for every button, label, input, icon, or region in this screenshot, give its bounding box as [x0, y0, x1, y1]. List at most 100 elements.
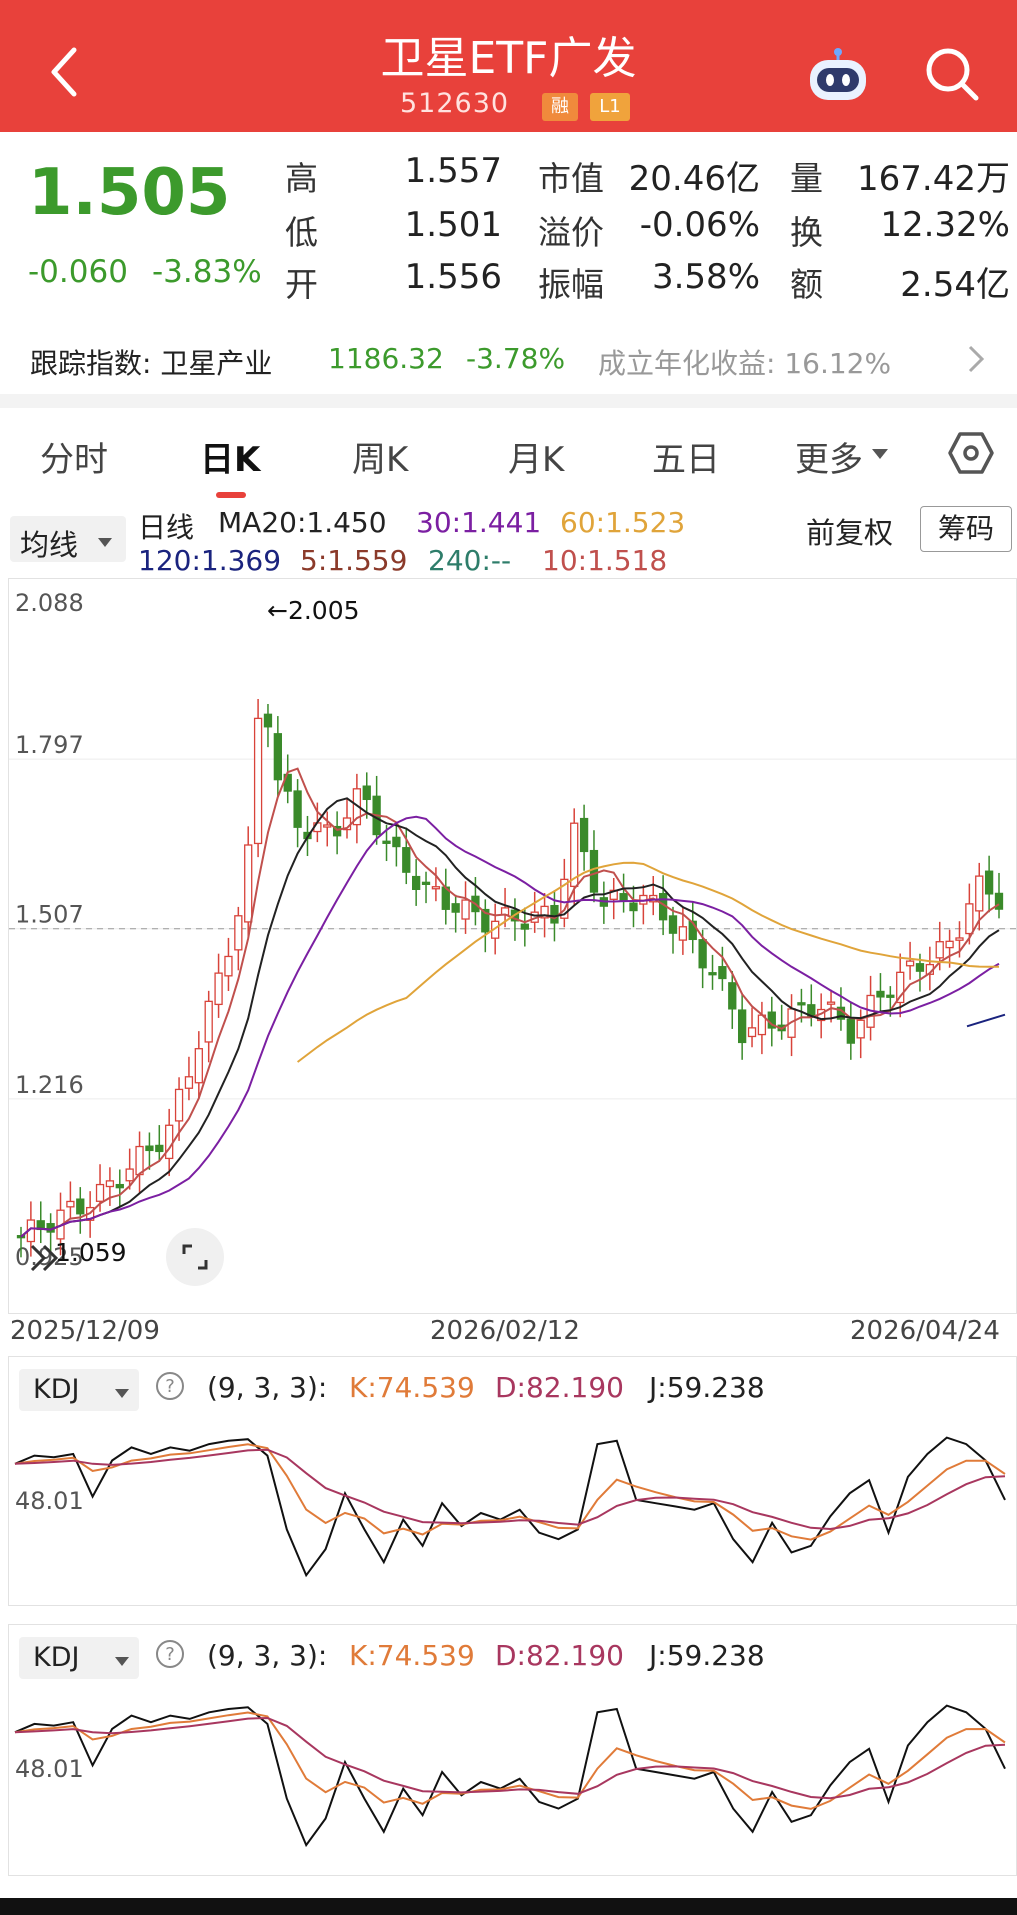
- settings-icon[interactable]: [948, 430, 994, 480]
- candle-body: [668, 915, 678, 934]
- kdj-k-value: K:74.539: [349, 1639, 475, 1672]
- help-icon[interactable]: ?: [155, 1371, 185, 1405]
- annualized-return: 成立年化收益: 16.12%: [598, 347, 892, 380]
- caret-down-icon: [115, 1384, 129, 1403]
- kdj-level-label: 48.01: [15, 1487, 84, 1515]
- candle-body: [955, 937, 964, 941]
- search-icon[interactable]: [922, 44, 982, 104]
- candle-body: [184, 1076, 194, 1089]
- candle-body: [323, 824, 332, 828]
- kdj-k-value: K:74.539: [349, 1371, 475, 1404]
- candle-body: [253, 717, 263, 845]
- candle-body: [382, 840, 391, 844]
- turnover-label: 换: [790, 213, 823, 252]
- candle-body: [461, 899, 470, 920]
- candle-body: [76, 1198, 85, 1215]
- candle-body: [560, 878, 569, 919]
- candle-body: [747, 1027, 757, 1038]
- bottom-bar: [0, 1898, 1017, 1915]
- back-icon[interactable]: [44, 44, 88, 100]
- candle-body: [728, 982, 737, 1010]
- candle-body: [975, 875, 984, 912]
- kdj-selector[interactable]: KDJ: [19, 1369, 139, 1411]
- y-axis-label: 1.216: [15, 1071, 84, 1099]
- fullscreen-icon[interactable]: [166, 1228, 224, 1286]
- candle-body: [520, 923, 529, 930]
- candle-body: [965, 903, 974, 935]
- ma20-value: MA20:1.450: [218, 506, 387, 539]
- low-label: 低: [285, 213, 318, 252]
- ma60-value: 60:1.523: [560, 506, 686, 539]
- kdj-k-line: [14, 1711, 1006, 1810]
- kdj-selector[interactable]: KDJ: [19, 1637, 139, 1679]
- candle-body: [876, 990, 885, 998]
- adjust-mode[interactable]: 前复权: [806, 516, 894, 550]
- kdj-panel-2[interactable]: KDJ ? (9, 3, 3): K:74.539 D:82.190 J:59.…: [8, 1624, 1017, 1876]
- ma240-value: 240:--: [428, 544, 512, 577]
- page-title: 卫星ETF广发: [380, 33, 637, 84]
- tracking-index-label: 跟踪指数: 卫星产业: [30, 347, 273, 380]
- candle-body: [263, 713, 273, 728]
- kdj-d-line: [14, 1716, 1006, 1800]
- candle-body: [688, 920, 697, 941]
- low-value: 1.501: [404, 205, 502, 245]
- candle-body: [125, 1168, 134, 1182]
- tab-more[interactable]: 更多: [795, 440, 863, 480]
- candle-body: [451, 903, 460, 913]
- ma-selector[interactable]: 均线: [10, 516, 126, 562]
- tab-weekly-k[interactable]: 周K: [352, 440, 409, 480]
- candle-body: [402, 847, 411, 873]
- candle-body: [155, 1144, 164, 1153]
- candle-body: [224, 955, 233, 977]
- kdj-d-line: [14, 1448, 1006, 1531]
- tab-monthly-k[interactable]: 月K: [508, 440, 565, 480]
- candle-body: [846, 1018, 855, 1044]
- turnover-value: 12.32%: [880, 205, 1010, 245]
- premium-label: 溢价: [538, 213, 604, 252]
- robot-assistant-icon[interactable]: [804, 46, 872, 104]
- candle-body: [293, 790, 302, 828]
- volume-value: 167.42万: [857, 159, 1010, 199]
- candle-body: [105, 1180, 115, 1188]
- candle-body: [431, 886, 441, 890]
- candle-body: [362, 785, 371, 801]
- tab-five-day[interactable]: 五日: [652, 440, 720, 480]
- kline-chart[interactable]: 2.088 1.797 1.507 1.216 0.925 ←2.005 1.059: [8, 578, 1017, 1314]
- kdj-j-line: [14, 1436, 1006, 1578]
- chevron-right-icon: [966, 344, 986, 378]
- chips-button-label: 筹码: [937, 512, 994, 545]
- help-icon[interactable]: ?: [155, 1639, 185, 1673]
- kdj-panel-1[interactable]: KDJ ? (9, 3, 3): K:74.539 D:82.190 J:59.…: [8, 1356, 1017, 1606]
- candle-body: [174, 1088, 184, 1122]
- ma10-value: 10:1.518: [542, 544, 668, 577]
- kdj-j-value: J:59.238: [649, 1371, 765, 1404]
- candle-body: [421, 881, 431, 885]
- tab-daily-k[interactable]: 日K: [200, 440, 261, 480]
- candle-body: [66, 1200, 75, 1208]
- kdj-k-line: [14, 1443, 1006, 1541]
- candle-body: [392, 836, 401, 848]
- candle-body: [194, 1048, 203, 1084]
- caret-down-icon: [115, 1652, 129, 1671]
- candle-body: [412, 875, 421, 890]
- candle-body: [856, 1019, 865, 1039]
- candle-body: [718, 966, 727, 980]
- kdj-d-value: D:82.190: [495, 1639, 624, 1672]
- chips-button[interactable]: 筹码: [920, 506, 1012, 552]
- kdj-selector-label: KDJ: [33, 1374, 80, 1405]
- candle-body: [915, 963, 925, 972]
- price-change-pct: -3.83%: [152, 254, 262, 290]
- kdj-svg: [14, 1436, 1006, 1578]
- candle-body: [332, 825, 342, 837]
- tracking-index-row[interactable]: 跟踪指数: 卫星产业 1186.32 -3.78% 成立年化收益: 16.12%: [0, 322, 1017, 394]
- candle-body: [619, 893, 628, 902]
- candle-body: [738, 1009, 747, 1044]
- section-divider: [0, 394, 1017, 408]
- collapse-arrows-icon[interactable]: [22, 1240, 78, 1276]
- tab-intraday[interactable]: 分时: [40, 440, 108, 480]
- amount-value: 2.54亿: [900, 265, 1010, 305]
- candle-body: [984, 870, 994, 895]
- candle-body: [214, 972, 223, 1006]
- ma20-line: [20, 797, 1000, 1238]
- mktcap-value: 20.46亿: [628, 159, 760, 199]
